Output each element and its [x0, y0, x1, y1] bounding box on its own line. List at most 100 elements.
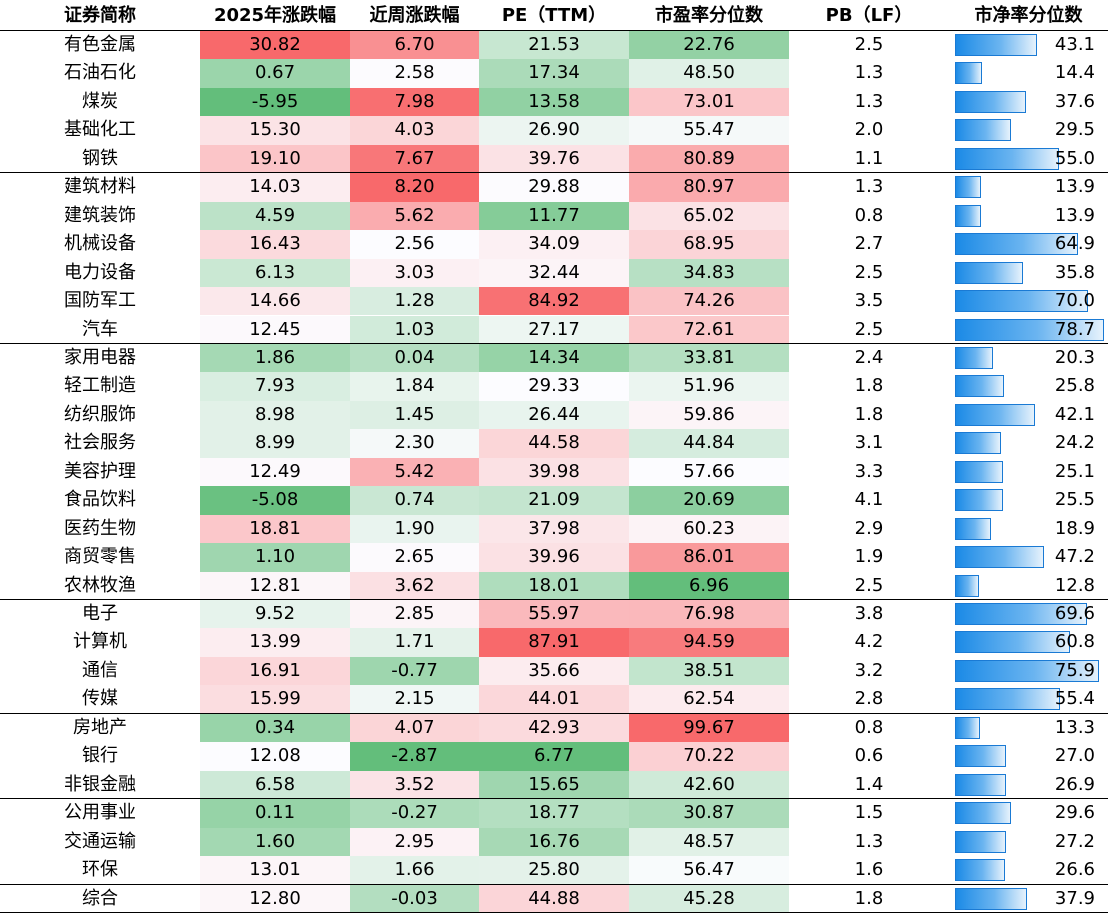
pb-percentile-bar — [955, 460, 1003, 483]
cell-pe: 13.58 — [479, 87, 629, 117]
cell-week: 4.07 — [350, 713, 479, 743]
cell-name: 建筑材料 — [64, 176, 136, 198]
cell-week: 3.62 — [350, 571, 479, 600]
cell-name: 煤炭 — [82, 90, 118, 112]
cell-pe-pct: 80.97 — [629, 173, 789, 202]
cell-pb-pct: 55.4 — [1054, 688, 1095, 710]
cell-pb-pct: 27.2 — [1054, 830, 1095, 852]
cell-pe-pct: 62.54 — [629, 685, 789, 714]
table-row: 纺织服饰 8.98 1.45 26.44 59.86 1.8 42.1 — [0, 400, 1108, 430]
cell-pb-pct: 13.3 — [1054, 716, 1095, 738]
cell-pb: 3.1 — [854, 432, 884, 454]
cell-ytd: 16.43 — [200, 230, 350, 259]
cell-pb: 2.4 — [854, 346, 884, 368]
table-row: 家用电器 1.86 0.04 14.34 33.81 2.4 20.3 — [0, 343, 1108, 373]
pb-percentile-bar — [955, 204, 982, 227]
cell-name: 公用事业 — [64, 802, 136, 824]
pb-percentile-bar — [955, 346, 994, 369]
pb-percentile-bar — [955, 290, 1088, 313]
cell-pe-pct: 59.86 — [629, 400, 789, 430]
cell-pe-pct: 6.96 — [629, 571, 789, 600]
cell-ytd: 16.91 — [200, 656, 350, 686]
cell-pe-pct: 65.02 — [629, 201, 789, 231]
cell-pb: 3.3 — [854, 460, 884, 482]
cell-week: 1.90 — [350, 514, 479, 544]
table-bottom-border — [0, 912, 1108, 914]
cell-ytd: 13.99 — [200, 628, 350, 657]
table-row: 建筑材料 14.03 8.20 29.88 80.97 1.3 13.9 — [0, 173, 1108, 202]
cell-name: 计算机 — [73, 631, 127, 653]
cell-pb-pct: 12.8 — [1054, 574, 1095, 596]
table-row: 机械设备 16.43 2.56 34.09 68.95 2.7 64.9 — [0, 230, 1108, 259]
cell-name: 建筑装饰 — [64, 204, 136, 226]
cell-pe-pct: 56.47 — [629, 856, 789, 885]
table-row: 轻工制造 7.93 1.84 29.33 51.96 1.8 25.8 — [0, 372, 1108, 401]
cell-pe-pct: 48.50 — [629, 59, 789, 88]
cell-week: -2.87 — [350, 742, 479, 771]
cell-pb: 1.8 — [854, 887, 884, 909]
cell-pe: 17.34 — [479, 59, 629, 88]
table-row: 农林牧渔 12.81 3.62 18.01 6.96 2.5 12.8 — [0, 571, 1108, 600]
cell-pe-pct: 60.23 — [629, 514, 789, 544]
cell-pb: 1.5 — [854, 802, 884, 824]
cell-pb-pct: 14.4 — [1054, 62, 1095, 84]
cell-name: 环保 — [82, 859, 118, 881]
cell-pe: 39.96 — [479, 543, 629, 572]
cell-name: 电力设备 — [64, 261, 136, 283]
cell-ytd: 30.82 — [200, 31, 350, 60]
table-row: 煤炭 -5.95 7.98 13.58 73.01 1.3 37.6 — [0, 87, 1108, 117]
cell-pe: 11.77 — [479, 201, 629, 231]
cell-ytd: 4.59 — [200, 201, 350, 231]
cell-ytd: 12.80 — [200, 884, 350, 913]
group-divider — [0, 798, 1108, 800]
cell-pe: 25.80 — [479, 856, 629, 885]
cell-name: 石油石化 — [64, 62, 136, 84]
cell-pe-pct: 20.69 — [629, 486, 789, 515]
table-row: 电力设备 6.13 3.03 32.44 34.83 2.5 35.8 — [0, 258, 1108, 288]
cell-pe: 39.98 — [479, 457, 629, 487]
table-row: 国防军工 14.66 1.28 84.92 74.26 3.5 70.0 — [0, 287, 1108, 316]
cell-pb-pct: 37.9 — [1054, 887, 1095, 909]
cell-pe-pct: 33.81 — [629, 343, 789, 373]
cell-pe: 18.01 — [479, 571, 629, 600]
table-row: 钢铁 19.10 7.67 39.76 80.89 1.1 55.0 — [0, 144, 1108, 174]
cell-pb: 1.9 — [854, 546, 884, 568]
cell-pe: 21.09 — [479, 486, 629, 515]
header-pb: PB（LF） — [825, 5, 913, 26]
cell-pe-pct: 34.83 — [629, 258, 789, 288]
cell-name: 银行 — [82, 745, 118, 767]
pb-percentile-bar — [955, 659, 1099, 682]
cell-week: 0.04 — [350, 343, 479, 373]
cell-pb-pct: 20.3 — [1054, 346, 1095, 368]
table-row: 基础化工 15.30 4.03 26.90 55.47 2.0 29.5 — [0, 116, 1108, 145]
cell-name: 传媒 — [82, 688, 118, 710]
table-row: 社会服务 8.99 2.30 44.58 44.84 3.1 24.2 — [0, 429, 1108, 458]
cell-pb: 1.8 — [854, 403, 884, 425]
cell-pe: 29.88 — [479, 173, 629, 202]
cell-pb-pct: 27.0 — [1054, 745, 1095, 767]
cell-ytd: 12.49 — [200, 457, 350, 487]
table-row: 有色金属 30.82 6.70 21.53 22.76 2.5 43.1 — [0, 31, 1108, 60]
cell-pb-pct: 55.0 — [1054, 147, 1095, 169]
table-row: 汽车 12.45 1.03 27.17 72.61 2.5 78.7 — [0, 315, 1108, 344]
cell-name: 商贸零售 — [64, 546, 136, 568]
cell-pe: 35.66 — [479, 656, 629, 686]
pb-percentile-bar — [955, 261, 1023, 284]
cell-pe: 6.77 — [479, 742, 629, 771]
cell-pb: 2.8 — [854, 688, 884, 710]
table-row: 建筑装饰 4.59 5.62 11.77 65.02 0.8 13.9 — [0, 201, 1108, 231]
cell-pe: 55.97 — [479, 600, 629, 629]
cell-ytd: 1.10 — [200, 543, 350, 572]
pb-percentile-bar — [955, 375, 1004, 398]
cell-pe-pct: 74.26 — [629, 287, 789, 316]
cell-ytd: 9.52 — [200, 600, 350, 629]
cell-week: 7.98 — [350, 87, 479, 117]
cell-week: 2.30 — [350, 429, 479, 458]
cell-week: -0.27 — [350, 799, 479, 828]
pb-percentile-bar — [955, 233, 1078, 256]
pb-percentile-bar — [955, 176, 982, 199]
cell-pb-pct: 13.9 — [1054, 176, 1095, 198]
cell-pb: 2.0 — [854, 119, 884, 141]
pb-percentile-bar — [955, 603, 1087, 625]
group-divider — [0, 343, 1108, 345]
